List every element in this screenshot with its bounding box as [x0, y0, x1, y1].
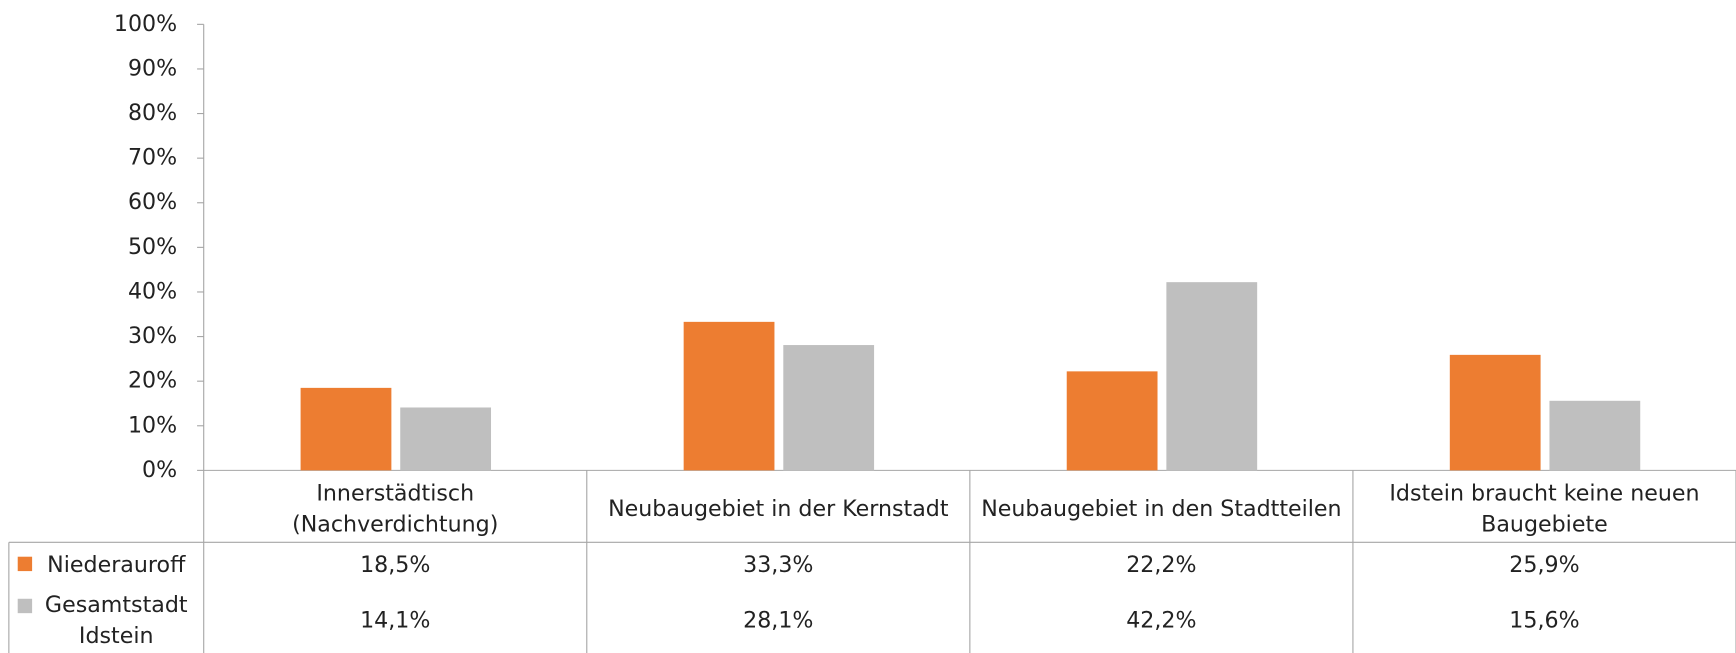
legend-key: [17, 556, 33, 572]
y-tick-label: 40%: [128, 278, 177, 304]
legend-label-box: Gesamtstadt Idstein: [44, 591, 188, 649]
y-tick-label: 60%: [128, 189, 177, 215]
data-label: 25,9%: [1509, 552, 1579, 578]
data-label: 42,2%: [1126, 607, 1196, 633]
data-label: 15,6%: [1509, 607, 1579, 633]
data-label: 22,2%: [1126, 552, 1196, 578]
data-label: 33,3%: [743, 552, 813, 578]
y-tick-label: 90%: [128, 55, 177, 81]
x-tick-label-box: Innerstädtisch (Nachverdichtung): [292, 478, 499, 537]
bar: [1549, 400, 1641, 471]
x-tick-label-box: Neubaugebiet in den Stadtteilen: [981, 494, 1342, 521]
x-tick-label-box: Idstein braucht keine neuen Baugebiete: [1389, 478, 1700, 537]
y-tick-label: 80%: [128, 100, 177, 126]
legend-label-box: Niederauroff: [47, 551, 186, 578]
bar: [300, 387, 392, 471]
data-label: 18,5%: [360, 552, 430, 578]
bar: [683, 321, 775, 471]
y-tick-label: 100%: [114, 11, 177, 37]
legend-key: [17, 598, 33, 614]
y-tick-label: 50%: [128, 234, 177, 260]
legend-label: Gesamtstadt Idstein: [44, 591, 188, 649]
data-label: 14,1%: [360, 607, 430, 633]
x-tick-label-box: Neubaugebiet in der Kernstadt: [608, 494, 949, 521]
legend-label: Niederauroff: [47, 551, 186, 578]
x-tick-label: Innerstädtisch (Nachverdichtung): [292, 478, 499, 537]
x-tick-label: Neubaugebiet in den Stadtteilen: [981, 494, 1342, 521]
y-tick-label: 20%: [128, 368, 177, 394]
y-tick-label: 30%: [128, 323, 177, 349]
bar: [400, 407, 492, 471]
x-tick-label: Idstein braucht keine neuen Baugebiete: [1389, 478, 1700, 537]
x-tick-label: Neubaugebiet in der Kernstadt: [608, 494, 949, 521]
bar: [1449, 354, 1541, 471]
bar: [1066, 371, 1158, 471]
bar: [783, 345, 875, 471]
data-label: 28,1%: [743, 607, 813, 633]
y-tick-label: 10%: [128, 412, 177, 438]
y-tick-label: 70%: [128, 145, 177, 171]
y-tick-label: 0%: [142, 457, 177, 483]
bar: [1166, 282, 1258, 471]
